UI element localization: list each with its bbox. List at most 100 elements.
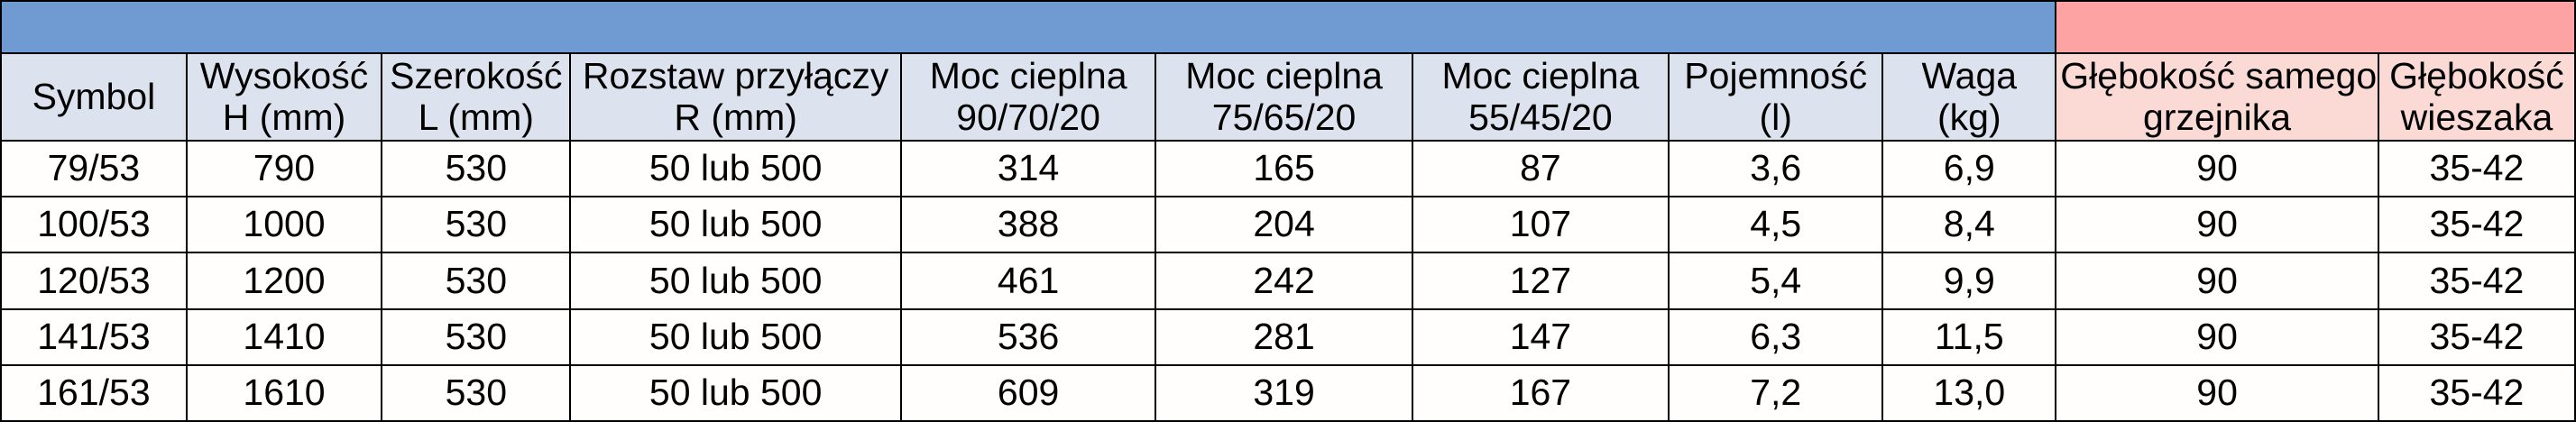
table-header: Symbol Wysokość H (mm) Szerokość L (mm) Rozst… (0, 0, 2576, 142)
column-header-line2: H (mm) (222, 96, 346, 138)
cell-power75: 319 (1155, 363, 1413, 422)
column-header-line1: Waga (1921, 54, 2018, 96)
column-header-capacity: Pojemność (l) (1668, 52, 1884, 142)
cell-capacity: 3,6 (1668, 139, 1884, 198)
column-header-power75: Moc cieplna 75/65/20 (1155, 52, 1413, 142)
cell-spacing: 50 lub 500 (569, 252, 902, 310)
column-header-line2: grzejnika (2143, 96, 2292, 138)
cell-capacity: 6,3 (1668, 307, 1884, 366)
cell-power75: 281 (1155, 307, 1413, 366)
cell-depth_hang: 35-42 (2377, 139, 2576, 198)
column-header-line1: Moc cieplna (929, 54, 1127, 96)
cell-power55: 147 (1411, 307, 1670, 366)
column-header-line1: Symbol (32, 75, 156, 117)
cell-power55: 167 (1411, 363, 1670, 422)
cell-height: 1000 (185, 196, 383, 254)
column-header-line2: 75/65/20 (1211, 96, 1357, 138)
cell-power90: 461 (899, 252, 1157, 310)
cell-width: 530 (381, 196, 572, 254)
cell-depth_rad: 90 (2055, 252, 2379, 310)
cell-weight: 6,9 (1881, 139, 2057, 198)
cell-symbol: 161/53 (0, 363, 188, 422)
cell-depth_rad: 90 (2055, 196, 2379, 254)
column-header-row: Symbol Wysokość H (mm) Szerokość L (mm) Rozst… (0, 52, 2576, 142)
cell-weight: 9,9 (1881, 252, 2057, 310)
color-band-row (0, 0, 2576, 54)
cell-depth_rad: 90 (2055, 307, 2379, 366)
cell-depth_rad: 90 (2055, 139, 2379, 198)
table-row: 79/53 790 530 50 lub 500 314 165 87 3,6 6,9 90 35-… (0, 139, 2576, 198)
cell-width: 530 (381, 139, 572, 198)
column-header-line2: wieszaka (2400, 96, 2553, 138)
column-header-line1: Pojemność (1684, 54, 1868, 96)
column-header-depth_rad: Głębokość samego grzejnika (2055, 52, 2379, 142)
blue-color-band (0, 0, 2057, 54)
cell-spacing: 50 lub 500 (569, 196, 902, 254)
cell-width: 530 (381, 252, 572, 310)
cell-depth_hang: 35-42 (2377, 363, 2576, 422)
column-header-height: Wysokość H (mm) (185, 52, 383, 142)
table-row: 120/53 1200 530 50 lub 500 461 242 127 5,4 9,9 90… (0, 252, 2576, 310)
cell-capacity: 4,5 (1668, 196, 1884, 254)
column-header-weight: Waga (kg) (1881, 52, 2057, 142)
cell-capacity: 7,2 (1668, 363, 1884, 422)
column-header-line2: (l) (1759, 96, 1792, 138)
cell-capacity: 5,4 (1668, 252, 1884, 310)
cell-weight: 8,4 (1881, 196, 2057, 254)
cell-height: 1610 (185, 363, 383, 422)
cell-depth_hang: 35-42 (2377, 307, 2576, 366)
column-header-symbol: Symbol (0, 52, 188, 142)
column-header-line1: Moc cieplna (1185, 54, 1383, 96)
cell-symbol: 100/53 (0, 196, 188, 254)
table-body: 79/53 790 530 50 lub 500 314 165 87 3,6 6,9 90 35-… (0, 139, 2576, 422)
cell-symbol: 120/53 (0, 252, 188, 310)
cell-weight: 13,0 (1881, 363, 2057, 422)
cell-power55: 127 (1411, 252, 1670, 310)
cell-depth_rad: 90 (2055, 363, 2379, 422)
column-header-depth_hang: Głębokość wieszaka (2377, 52, 2576, 142)
cell-power55: 87 (1411, 139, 1670, 198)
cell-depth_hang: 35-42 (2377, 252, 2576, 310)
column-header-line2: 55/45/20 (1468, 96, 1613, 138)
column-header-line1: Wysokość (199, 54, 369, 96)
cell-width: 530 (381, 363, 572, 422)
pink-color-band (2055, 0, 2576, 54)
column-header-line1: Głębokość (2389, 54, 2564, 96)
cell-power75: 165 (1155, 139, 1413, 198)
cell-power90: 388 (899, 196, 1157, 254)
cell-power75: 242 (1155, 252, 1413, 310)
column-header-line1: Głębokość samego (2060, 54, 2378, 96)
column-header-line2: 90/70/20 (956, 96, 1100, 138)
table-row: 141/53 1410 530 50 lub 500 536 281 147 6,3 11,5 9… (0, 307, 2576, 366)
cell-depth_hang: 35-42 (2377, 196, 2576, 254)
column-header-power55: Moc cieplna 55/45/20 (1411, 52, 1670, 142)
cell-height: 790 (185, 139, 383, 198)
column-header-line1: Rozstaw przyłączy (582, 54, 889, 96)
cell-symbol: 141/53 (0, 307, 188, 366)
column-header-line2: L (mm) (418, 96, 534, 138)
cell-spacing: 50 lub 500 (569, 307, 902, 366)
column-header-power90: Moc cieplna 90/70/20 (899, 52, 1157, 142)
cell-symbol: 79/53 (0, 139, 188, 198)
cell-power90: 314 (899, 139, 1157, 198)
column-header-width: Szerokość L (mm) (381, 52, 572, 142)
table-row: 100/53 1000 530 50 lub 500 388 204 107 4,5 8,4 90… (0, 196, 2576, 254)
cell-spacing: 50 lub 500 (569, 363, 902, 422)
cell-power90: 536 (899, 307, 1157, 366)
cell-power75: 204 (1155, 196, 1413, 254)
cell-width: 530 (381, 307, 572, 366)
column-header-spacing: Rozstaw przyłączy R (mm) (569, 52, 902, 142)
column-header-line1: Moc cieplna (1441, 54, 1640, 96)
column-header-line1: Szerokość (390, 54, 563, 96)
column-header-line2: (kg) (1937, 96, 2001, 138)
cell-weight: 11,5 (1881, 307, 2057, 366)
table-row: 161/53 1610 530 50 lub 500 609 319 167 7,2 13,0 9… (0, 363, 2576, 422)
cell-power90: 609 (899, 363, 1157, 422)
cell-height: 1410 (185, 307, 383, 366)
cell-height: 1200 (185, 252, 383, 310)
cell-power55: 107 (1411, 196, 1670, 254)
column-header-line2: R (mm) (674, 96, 797, 138)
cell-spacing: 50 lub 500 (569, 139, 902, 198)
